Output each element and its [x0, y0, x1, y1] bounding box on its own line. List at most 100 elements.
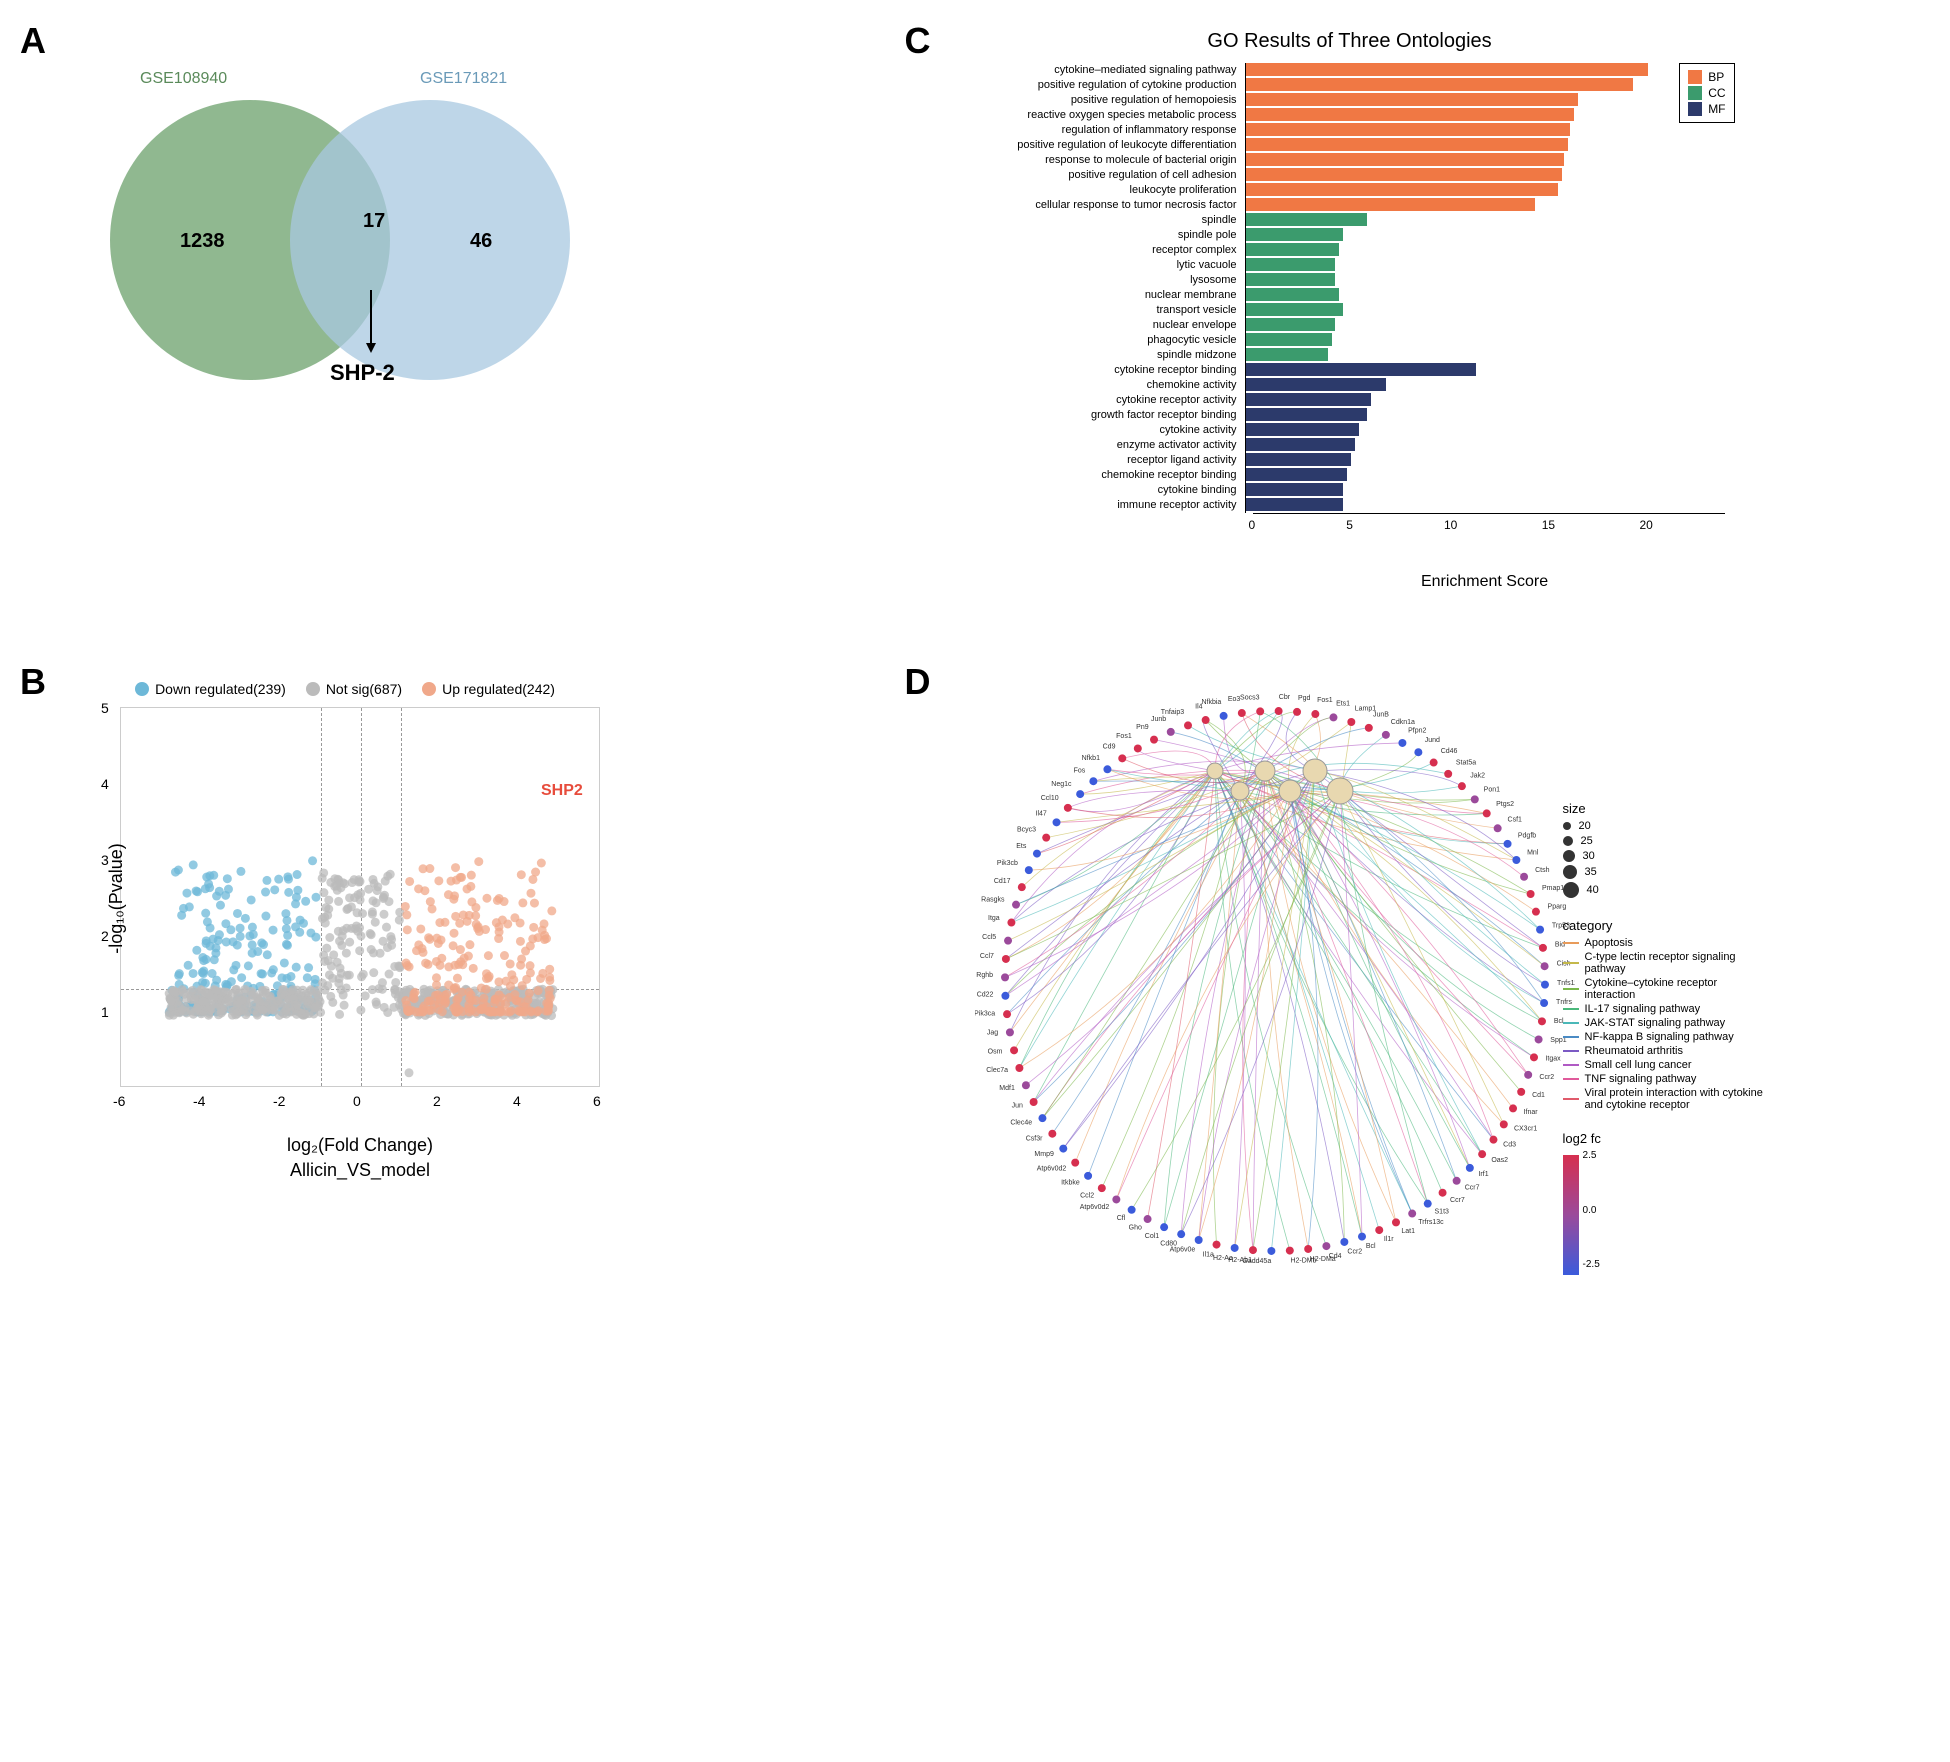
svg-text:Cd22: Cd22 [976, 991, 993, 998]
go-bar [1246, 498, 1344, 511]
panel-d: D Fos1Ets1Lamp1JunBCdkn1aPfpn2JundCd46St… [905, 661, 1930, 1431]
go-bar [1246, 108, 1574, 121]
size-legend-item: 25 [1563, 835, 1765, 847]
svg-text:Ccl10: Ccl10 [1040, 795, 1058, 802]
volcano-plot: Down regulated(239) Not sig(687) Up regu… [70, 681, 620, 1181]
svg-text:Ets1: Ets1 [1336, 701, 1350, 708]
svg-text:Cbr: Cbr [1278, 694, 1290, 701]
go-bar-label: immune receptor activity [975, 498, 1237, 513]
svg-text:Ccr7: Ccr7 [1450, 1197, 1465, 1204]
svg-text:Il1a: Il1a [1202, 1251, 1213, 1258]
svg-text:Csf1: Csf1 [1507, 816, 1522, 823]
cat-legend-item: C-type lectin receptor signaling pathway [1563, 951, 1765, 975]
go-bar-label: regulation of inflammatory response [975, 123, 1237, 138]
legend-notsig-label: Not sig(687) [326, 681, 402, 697]
svg-text:Tnfaip3: Tnfaip3 [1160, 709, 1183, 716]
go-bar [1246, 333, 1332, 346]
go-bar [1246, 303, 1344, 316]
panel-a-label: A [20, 20, 46, 62]
svg-text:Pmap1: Pmap1 [1541, 885, 1563, 892]
go-bar [1246, 378, 1387, 391]
venn-intersection-count: 17 [363, 210, 385, 233]
go-bar [1246, 363, 1477, 376]
svg-text:Stat5a: Stat5a [1455, 760, 1475, 767]
go-bar-label: lytic vacuole [975, 258, 1237, 273]
svg-text:Clec4e: Clec4e [1010, 1119, 1032, 1126]
go-bar-label: chemokine activity [975, 378, 1237, 393]
legend-down: Down regulated(239) [135, 681, 286, 697]
svg-text:CX3cr1: CX3cr1 [1513, 1126, 1536, 1133]
network-diagram: Fos1Ets1Lamp1JunBCdkn1aPfpn2JundCd46Stat… [975, 681, 1725, 1431]
go-bar [1246, 168, 1563, 181]
go-bar [1246, 483, 1344, 496]
go-bar-label: reactive oxygen species metabolic proces… [975, 108, 1237, 123]
svg-text:Ifnar: Ifnar [1523, 1109, 1538, 1116]
svg-text:Cd3: Cd3 [1503, 1142, 1516, 1149]
svg-text:S1t3: S1t3 [1434, 1209, 1449, 1216]
legend-up: Up regulated(242) [422, 681, 555, 697]
svg-text:Fos: Fos [1073, 767, 1085, 774]
go-bar [1246, 198, 1535, 211]
svg-text:Pik3cb: Pik3cb [996, 860, 1017, 867]
svg-text:Socs3: Socs3 [1240, 694, 1260, 701]
fc-legend-title: log2 fc [1563, 1131, 1765, 1146]
svg-text:Nfkb1: Nfkb1 [1081, 755, 1099, 762]
go-legend-item: BP [1688, 70, 1725, 84]
cat-legend-item: Small cell lung cancer [1563, 1059, 1765, 1071]
venn-target: SHP-2 [330, 360, 395, 386]
go-legend-item: CC [1688, 86, 1725, 100]
svg-text:Mmp9: Mmp9 [1034, 1151, 1054, 1158]
svg-text:Pon1: Pon1 [1483, 786, 1499, 793]
svg-text:Jag: Jag [986, 1030, 997, 1037]
go-bar-label: cytokine binding [975, 483, 1237, 498]
svg-text:Fos1: Fos1 [1116, 733, 1132, 740]
size-legend-item: 40 [1563, 882, 1765, 898]
panel-a: A GSE108940 GSE171821 1238 17 46 SHP-2 [20, 20, 875, 591]
svg-text:Itkbke: Itkbke [1061, 1179, 1080, 1186]
go-legend: BPCCMF [1679, 63, 1734, 123]
go-bar [1246, 243, 1340, 256]
go-bar [1246, 453, 1352, 466]
go-bar [1246, 423, 1359, 436]
go-bar-label: transport vesicle [975, 303, 1237, 318]
cat-legend-item: Apoptosis [1563, 937, 1765, 949]
svg-text:Ccl7: Ccl7 [979, 953, 993, 960]
svg-text:Clec7a: Clec7a [986, 1067, 1008, 1074]
svg-text:Ctsh: Ctsh [1535, 867, 1550, 874]
svg-text:Jund: Jund [1424, 737, 1439, 744]
go-bar-label: positive regulation of cell adhesion [975, 168, 1237, 183]
svg-text:Ptgs2: Ptgs2 [1496, 801, 1514, 808]
volcano-x-label: log₂(Fold Change) [121, 1135, 599, 1156]
go-bar-label: phagocytic vesicle [975, 333, 1237, 348]
go-bar [1246, 123, 1570, 136]
venn-left-label: GSE108940 [140, 70, 227, 88]
go-bar-label: nuclear envelope [975, 318, 1237, 333]
venn-right-label: GSE171821 [420, 70, 507, 88]
go-bar [1246, 93, 1578, 106]
venn-circle-right [290, 100, 570, 380]
go-bar [1246, 228, 1344, 241]
svg-text:Lat1: Lat1 [1401, 1228, 1415, 1235]
cat-legend-item: Rheumatoid arthritis [1563, 1045, 1765, 1057]
network-category-legend: category ApoptosisC-type lectin receptor… [1563, 918, 1765, 1111]
svg-text:Pdgfb: Pdgfb [1517, 833, 1535, 840]
go-bar-label: cytokine receptor binding [975, 363, 1237, 378]
go-bar-label: growth factor receptor binding [975, 408, 1237, 423]
go-bar [1246, 288, 1340, 301]
go-bar [1246, 63, 1649, 76]
panel-b: B Down regulated(239) Not sig(687) Up re… [20, 661, 875, 1431]
go-bar [1246, 348, 1328, 361]
panel-c-label: C [905, 20, 931, 62]
legend-notsig: Not sig(687) [306, 681, 402, 697]
venn-left-count: 1238 [180, 230, 225, 253]
svg-text:Cfl: Cfl [1116, 1215, 1125, 1222]
svg-text:H2-DMb: H2-DMb [1290, 1258, 1316, 1265]
svg-text:Cd46: Cd46 [1440, 748, 1457, 755]
svg-text:Ccr7: Ccr7 [1464, 1185, 1479, 1192]
svg-text:Cd1: Cd1 [1532, 1092, 1545, 1099]
svg-text:Ets: Ets [1016, 843, 1027, 850]
svg-text:Fos1: Fos1 [1317, 697, 1333, 704]
svg-text:Ccl2: Ccl2 [1080, 1192, 1094, 1199]
go-bar-label: nuclear membrane [975, 288, 1237, 303]
svg-text:Pfpn2: Pfpn2 [1408, 727, 1426, 734]
